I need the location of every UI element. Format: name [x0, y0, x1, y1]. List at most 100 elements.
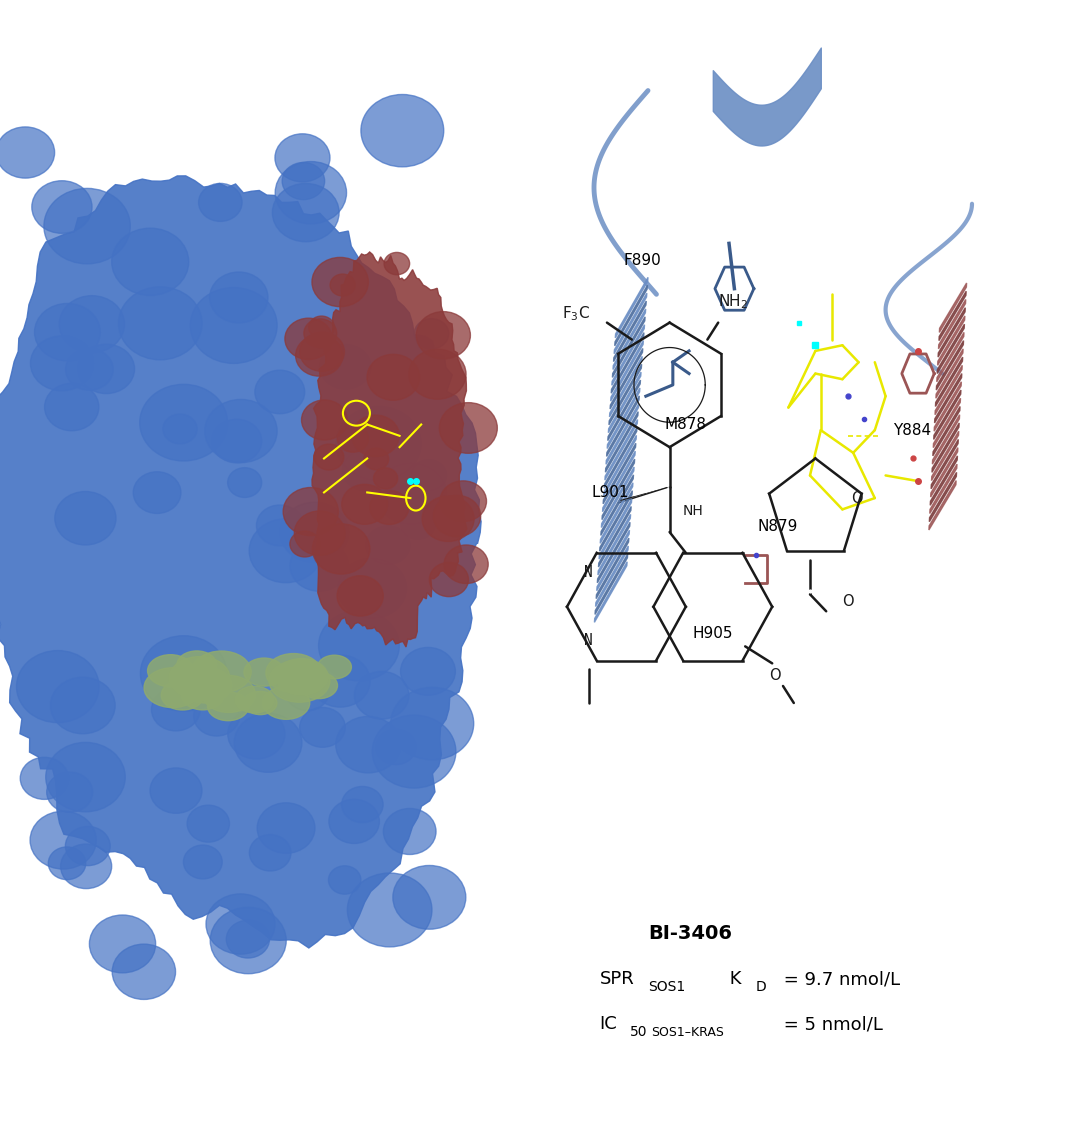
- Ellipse shape: [266, 653, 321, 692]
- Ellipse shape: [275, 659, 328, 695]
- Polygon shape: [936, 333, 964, 381]
- Polygon shape: [596, 538, 629, 599]
- Ellipse shape: [207, 692, 248, 721]
- Text: 50: 50: [630, 1026, 647, 1039]
- Ellipse shape: [190, 288, 278, 363]
- Ellipse shape: [440, 481, 486, 522]
- Polygon shape: [608, 372, 642, 432]
- Polygon shape: [604, 436, 636, 496]
- Ellipse shape: [285, 672, 329, 711]
- Polygon shape: [610, 341, 644, 401]
- Ellipse shape: [205, 400, 278, 463]
- Ellipse shape: [282, 163, 325, 199]
- Ellipse shape: [336, 717, 401, 773]
- Polygon shape: [595, 546, 629, 607]
- Ellipse shape: [352, 415, 400, 456]
- Ellipse shape: [170, 657, 230, 698]
- Polygon shape: [603, 452, 635, 512]
- Text: M878: M878: [665, 417, 706, 432]
- Polygon shape: [939, 300, 966, 349]
- Polygon shape: [935, 366, 962, 414]
- Ellipse shape: [90, 915, 156, 972]
- Text: N: N: [584, 633, 593, 649]
- Text: SOS1: SOS1: [648, 980, 685, 994]
- Ellipse shape: [180, 668, 231, 703]
- Ellipse shape: [367, 354, 420, 401]
- Ellipse shape: [111, 229, 189, 295]
- Ellipse shape: [401, 509, 435, 539]
- Ellipse shape: [112, 944, 176, 1000]
- Ellipse shape: [234, 713, 302, 772]
- Text: F890: F890: [624, 252, 661, 268]
- Ellipse shape: [275, 134, 330, 182]
- Ellipse shape: [309, 316, 335, 338]
- Text: SPR: SPR: [599, 970, 634, 988]
- Ellipse shape: [341, 787, 383, 823]
- Ellipse shape: [283, 488, 338, 535]
- Ellipse shape: [312, 524, 370, 574]
- Polygon shape: [939, 308, 966, 357]
- Polygon shape: [934, 391, 961, 439]
- Ellipse shape: [401, 648, 456, 695]
- Ellipse shape: [244, 658, 284, 686]
- Text: BI-3406: BI-3406: [648, 925, 732, 943]
- Polygon shape: [605, 420, 637, 480]
- Ellipse shape: [374, 468, 397, 489]
- Text: F$_3$C: F$_3$C: [562, 303, 590, 323]
- Polygon shape: [608, 380, 640, 440]
- Ellipse shape: [342, 449, 390, 491]
- Ellipse shape: [269, 660, 329, 702]
- Ellipse shape: [341, 484, 388, 524]
- Ellipse shape: [376, 730, 416, 764]
- Polygon shape: [606, 412, 638, 472]
- Ellipse shape: [148, 654, 193, 687]
- Polygon shape: [600, 474, 634, 535]
- Polygon shape: [932, 431, 959, 481]
- Ellipse shape: [16, 651, 99, 722]
- Ellipse shape: [187, 805, 229, 842]
- Ellipse shape: [440, 403, 497, 453]
- Ellipse shape: [255, 370, 305, 413]
- Polygon shape: [933, 406, 960, 456]
- Ellipse shape: [320, 344, 370, 389]
- Ellipse shape: [303, 319, 337, 348]
- Polygon shape: [605, 428, 637, 488]
- Polygon shape: [598, 514, 631, 575]
- Ellipse shape: [296, 335, 342, 376]
- Polygon shape: [603, 444, 636, 504]
- Text: O: O: [842, 593, 854, 609]
- Polygon shape: [607, 388, 639, 448]
- Ellipse shape: [163, 414, 198, 444]
- Ellipse shape: [66, 349, 113, 391]
- Ellipse shape: [391, 687, 474, 760]
- Polygon shape: [939, 291, 967, 341]
- Ellipse shape: [289, 540, 349, 591]
- Ellipse shape: [55, 491, 116, 544]
- Ellipse shape: [361, 94, 444, 166]
- Polygon shape: [599, 498, 632, 559]
- Ellipse shape: [30, 812, 96, 869]
- Ellipse shape: [328, 866, 361, 894]
- Ellipse shape: [280, 503, 349, 563]
- Ellipse shape: [35, 303, 100, 361]
- Ellipse shape: [199, 183, 242, 222]
- Polygon shape: [607, 396, 639, 456]
- Polygon shape: [933, 398, 960, 447]
- Polygon shape: [930, 472, 957, 522]
- Ellipse shape: [206, 894, 275, 954]
- Ellipse shape: [384, 252, 409, 275]
- Polygon shape: [615, 293, 647, 353]
- Ellipse shape: [235, 686, 273, 713]
- Polygon shape: [610, 349, 643, 409]
- Ellipse shape: [301, 400, 348, 440]
- Ellipse shape: [31, 181, 92, 233]
- Text: = 9.7 nmol/L: = 9.7 nmol/L: [778, 970, 900, 988]
- Polygon shape: [597, 522, 630, 583]
- Ellipse shape: [257, 803, 315, 854]
- Ellipse shape: [299, 708, 346, 747]
- Polygon shape: [0, 175, 481, 947]
- Ellipse shape: [210, 272, 268, 323]
- Ellipse shape: [78, 344, 135, 394]
- Polygon shape: [613, 309, 646, 369]
- Polygon shape: [934, 381, 961, 431]
